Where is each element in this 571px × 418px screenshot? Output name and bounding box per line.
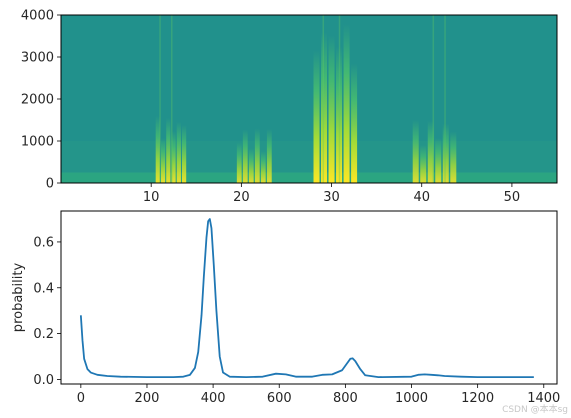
probability-panel: 0 200 400 600 800 1000 1200 1400 0.0 0.2 0.4 0.6 p… xyxy=(11,210,560,406)
probability-x-tick-label: 800 xyxy=(333,391,358,406)
spectrogram-burst-column xyxy=(442,123,449,183)
spectrogram-burst-column xyxy=(412,120,419,183)
spectrogram-burst-column xyxy=(171,131,176,183)
probability-x-tick-label: 400 xyxy=(201,391,226,406)
spectrogram-burst-column xyxy=(328,35,335,183)
spectrogram-burst-column xyxy=(351,63,358,183)
spectrogram-streak xyxy=(432,15,435,183)
spectrogram-burst-column xyxy=(321,32,328,183)
probability-plot-area xyxy=(61,211,557,384)
probability-x-tick-label: 1200 xyxy=(461,391,494,406)
probability-x-tick-label: 1000 xyxy=(395,391,428,406)
probability-y-tick-label: 0.0 xyxy=(33,373,54,388)
spectrogram-burst-column xyxy=(166,118,171,183)
spectrogram-y-tick-label: 4000 xyxy=(21,9,54,24)
spectrogram-burst-column xyxy=(336,46,343,183)
spectrogram-burst-column xyxy=(236,142,242,183)
spectrogram-y-tick-label: 3000 xyxy=(21,51,54,66)
probability-y-axis: 0.0 0.2 0.4 0.6 xyxy=(33,235,61,388)
probability-x-axis: 0 200 400 600 800 1000 1200 1400 xyxy=(77,384,560,406)
spectrogram-streak xyxy=(171,15,173,183)
spectrogram-marks xyxy=(61,15,557,183)
probability-x-tick-label: 600 xyxy=(267,391,292,406)
spectrogram-burst-column xyxy=(313,50,320,183)
spectrogram-burst-column xyxy=(181,124,187,183)
spectrogram-burst-column xyxy=(266,128,272,183)
probability-series-line xyxy=(79,218,534,379)
spectrogram-streak xyxy=(159,15,161,183)
probability-y-tick-label: 0.6 xyxy=(33,235,54,250)
spectrogram-burst-column xyxy=(260,151,266,183)
spectrogram-mid-band xyxy=(61,141,557,173)
spectrogram-burst-column xyxy=(160,138,166,183)
spectrogram-burst xyxy=(313,24,358,183)
spectrogram-x-tick-label: 20 xyxy=(233,190,250,205)
spectrogram-x-tick-label: 10 xyxy=(143,190,160,205)
spectrogram-streak xyxy=(338,15,341,183)
spectrogram-burst-column xyxy=(450,131,457,183)
spectrogram-streak xyxy=(444,15,446,183)
spectrogram-burst-column xyxy=(242,129,248,183)
spectrogram-burst-column xyxy=(435,137,442,183)
probability-x-tick-label: 0 xyxy=(77,391,85,406)
spectrogram-burst-column xyxy=(254,128,260,183)
spectrogram-burst-column xyxy=(420,145,427,183)
spectrogram-streak xyxy=(322,15,325,183)
watermark-text: CSDN @本本sg xyxy=(502,403,568,415)
spectrogram-low-band xyxy=(61,172,557,183)
spectrogram-burst xyxy=(412,120,457,183)
spectrogram-x-tick-label: 30 xyxy=(323,190,340,205)
spectrogram-y-tick-label: 1000 xyxy=(21,135,54,150)
probability-y-tick-label: 0.2 xyxy=(33,327,54,342)
spectrogram-x-tick-label: 40 xyxy=(413,190,430,205)
probability-x-tick-label: 1400 xyxy=(527,391,560,406)
spectrogram-background xyxy=(61,15,557,183)
spectrogram-panel: 10 20 30 40 50 0 1000 2000 3000 4000 xyxy=(21,9,558,205)
spectrogram-burst xyxy=(155,116,187,183)
spectrogram-burst-column xyxy=(248,148,254,183)
spectrogram-y-axis: 0 1000 2000 3000 4000 xyxy=(21,9,61,192)
spectrogram-burst xyxy=(236,128,272,183)
spectrogram-burst-column xyxy=(176,121,181,183)
probability-x-tick-label: 200 xyxy=(135,391,160,406)
probability-y-axis-label: probability xyxy=(11,263,26,333)
spectrogram-burst-column xyxy=(155,116,160,183)
spectrogram-y-tick-label: 0 xyxy=(46,177,54,192)
probability-y-tick-label: 0.4 xyxy=(33,281,54,296)
probability-frame xyxy=(60,210,558,385)
spectrogram-y-tick-label: 2000 xyxy=(21,93,54,108)
spectrogram-x-tick-label: 50 xyxy=(504,190,521,205)
spectrogram-burst-column xyxy=(343,24,350,183)
spectrogram-x-axis: 10 20 30 40 50 xyxy=(143,183,520,205)
spectrogram-burst-column xyxy=(427,120,434,183)
